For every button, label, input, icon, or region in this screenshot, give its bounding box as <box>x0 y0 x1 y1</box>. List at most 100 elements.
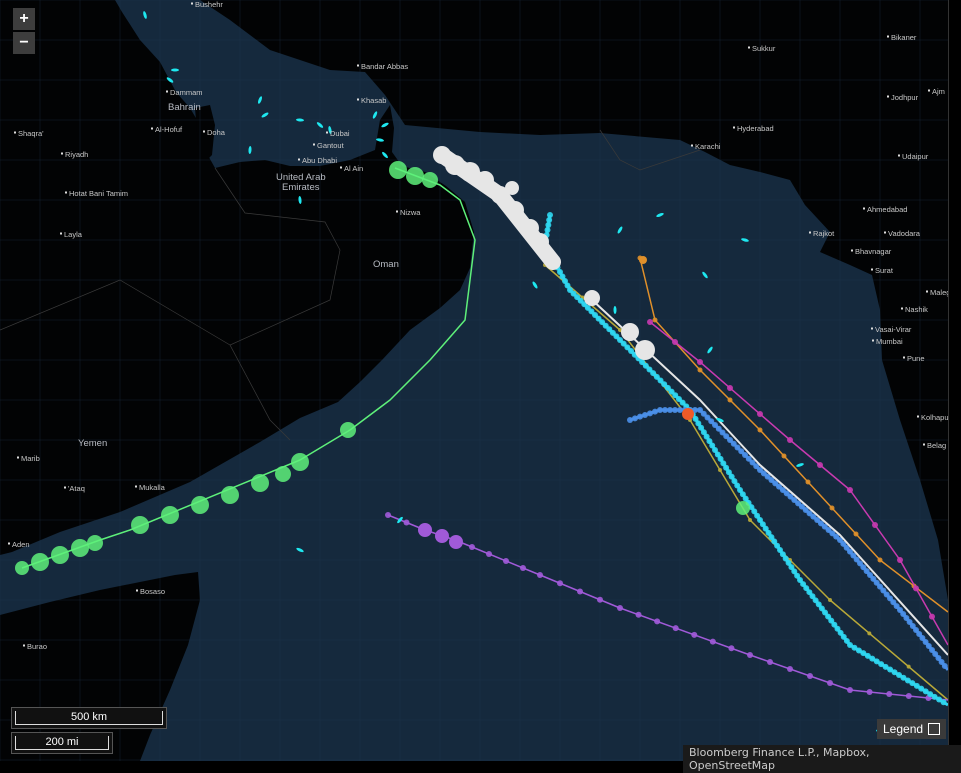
track-point <box>916 631 923 637</box>
track-point <box>938 659 945 665</box>
track-point <box>624 344 631 351</box>
city-label: Dammam <box>170 88 203 97</box>
vessel-marker <box>166 77 174 83</box>
zoom-in-button[interactable]: + <box>13 8 35 30</box>
track-point <box>679 399 686 406</box>
track-point <box>635 611 642 618</box>
vessel-position <box>389 161 407 179</box>
vessel-position <box>635 340 655 360</box>
vessel-position <box>31 553 49 571</box>
vessel-position-orange[interactable] <box>639 256 647 264</box>
legend-button[interactable]: Legend <box>877 719 947 739</box>
sea-area <box>0 0 948 761</box>
city-label: Bushehr <box>195 0 223 9</box>
track-point <box>559 273 566 280</box>
track-point <box>557 580 563 587</box>
track-point <box>913 585 919 592</box>
vessel-position <box>221 486 239 504</box>
country-label: United Arab <box>276 172 326 183</box>
city-marker <box>23 644 25 647</box>
borders <box>0 129 701 441</box>
city-label: Bhavnagar <box>855 247 892 256</box>
vessel-position <box>435 529 449 543</box>
track-point <box>791 568 798 575</box>
vessel-marker <box>257 96 263 104</box>
track-point <box>825 613 832 620</box>
city-marker <box>887 35 889 38</box>
track-point <box>840 633 847 640</box>
city-label: Mumbai <box>876 337 903 346</box>
city-marker <box>151 127 153 130</box>
track-point <box>941 663 948 669</box>
track-point <box>903 615 910 621</box>
track-blue[interactable] <box>627 407 950 671</box>
city-marker <box>901 307 903 310</box>
track-point <box>925 643 932 649</box>
track-point <box>851 644 858 651</box>
city-marker <box>64 486 66 489</box>
track-point <box>544 227 551 233</box>
track-point <box>720 460 727 467</box>
city-label: Al Ain <box>344 164 363 173</box>
attribution: Bloomberg Finance L.P., Mapbox, OpenStre… <box>683 745 961 773</box>
track-white-thin-line <box>589 297 949 656</box>
country-label: Emirates <box>282 182 320 193</box>
track-point <box>672 339 678 345</box>
track-point <box>827 680 833 686</box>
vessel-position <box>449 535 463 549</box>
city-label: Bosaso <box>140 587 165 596</box>
vessel-marker <box>296 547 304 553</box>
track-point <box>877 583 883 590</box>
track-point <box>657 377 664 384</box>
track-point <box>748 518 752 522</box>
vessel-marker <box>796 463 804 467</box>
track-point <box>731 478 738 485</box>
track-point <box>725 469 732 476</box>
track-point <box>940 699 947 706</box>
city-marker <box>14 131 16 134</box>
track-point <box>654 618 661 625</box>
track-point <box>597 596 603 603</box>
track-point <box>727 385 733 391</box>
city-label: Ahmedabad <box>867 205 907 214</box>
country-label: Oman <box>373 259 399 270</box>
vessel-position-red[interactable] <box>682 408 694 420</box>
track-point <box>922 639 929 645</box>
track-point <box>929 613 935 620</box>
city-marker <box>851 249 853 252</box>
vessel-marker <box>617 226 623 234</box>
track-point <box>691 631 698 638</box>
vessel-position <box>422 172 438 188</box>
track-point <box>831 621 838 628</box>
vessel-position <box>340 422 356 438</box>
track-point <box>653 373 660 380</box>
track-point <box>807 673 813 679</box>
city-label: Pune <box>907 354 925 363</box>
track-point <box>739 491 746 498</box>
track-point <box>873 579 880 586</box>
track-point <box>774 542 781 549</box>
track-point <box>715 425 722 432</box>
track-point <box>668 388 675 395</box>
track-point <box>717 455 724 462</box>
track-point <box>767 659 773 665</box>
city-label: Maleg <box>930 288 950 297</box>
track-point <box>757 427 763 433</box>
track-green[interactable] <box>21 167 476 569</box>
vessel-marker <box>707 346 713 354</box>
track-point <box>893 603 900 610</box>
legend-label: Legend <box>883 722 924 736</box>
track-white-thin[interactable] <box>589 297 949 656</box>
track-point <box>788 564 795 571</box>
vessel-marker <box>298 196 302 204</box>
legend-checkbox-icon <box>928 723 941 735</box>
track-point <box>745 455 752 462</box>
track-magenta[interactable] <box>647 319 949 646</box>
vessel-marker <box>316 122 324 128</box>
city-label: Nashik <box>905 305 928 314</box>
zoom-out-button[interactable]: − <box>13 32 35 54</box>
track-point <box>787 437 793 443</box>
track-point <box>537 572 543 578</box>
track-point <box>738 448 745 455</box>
